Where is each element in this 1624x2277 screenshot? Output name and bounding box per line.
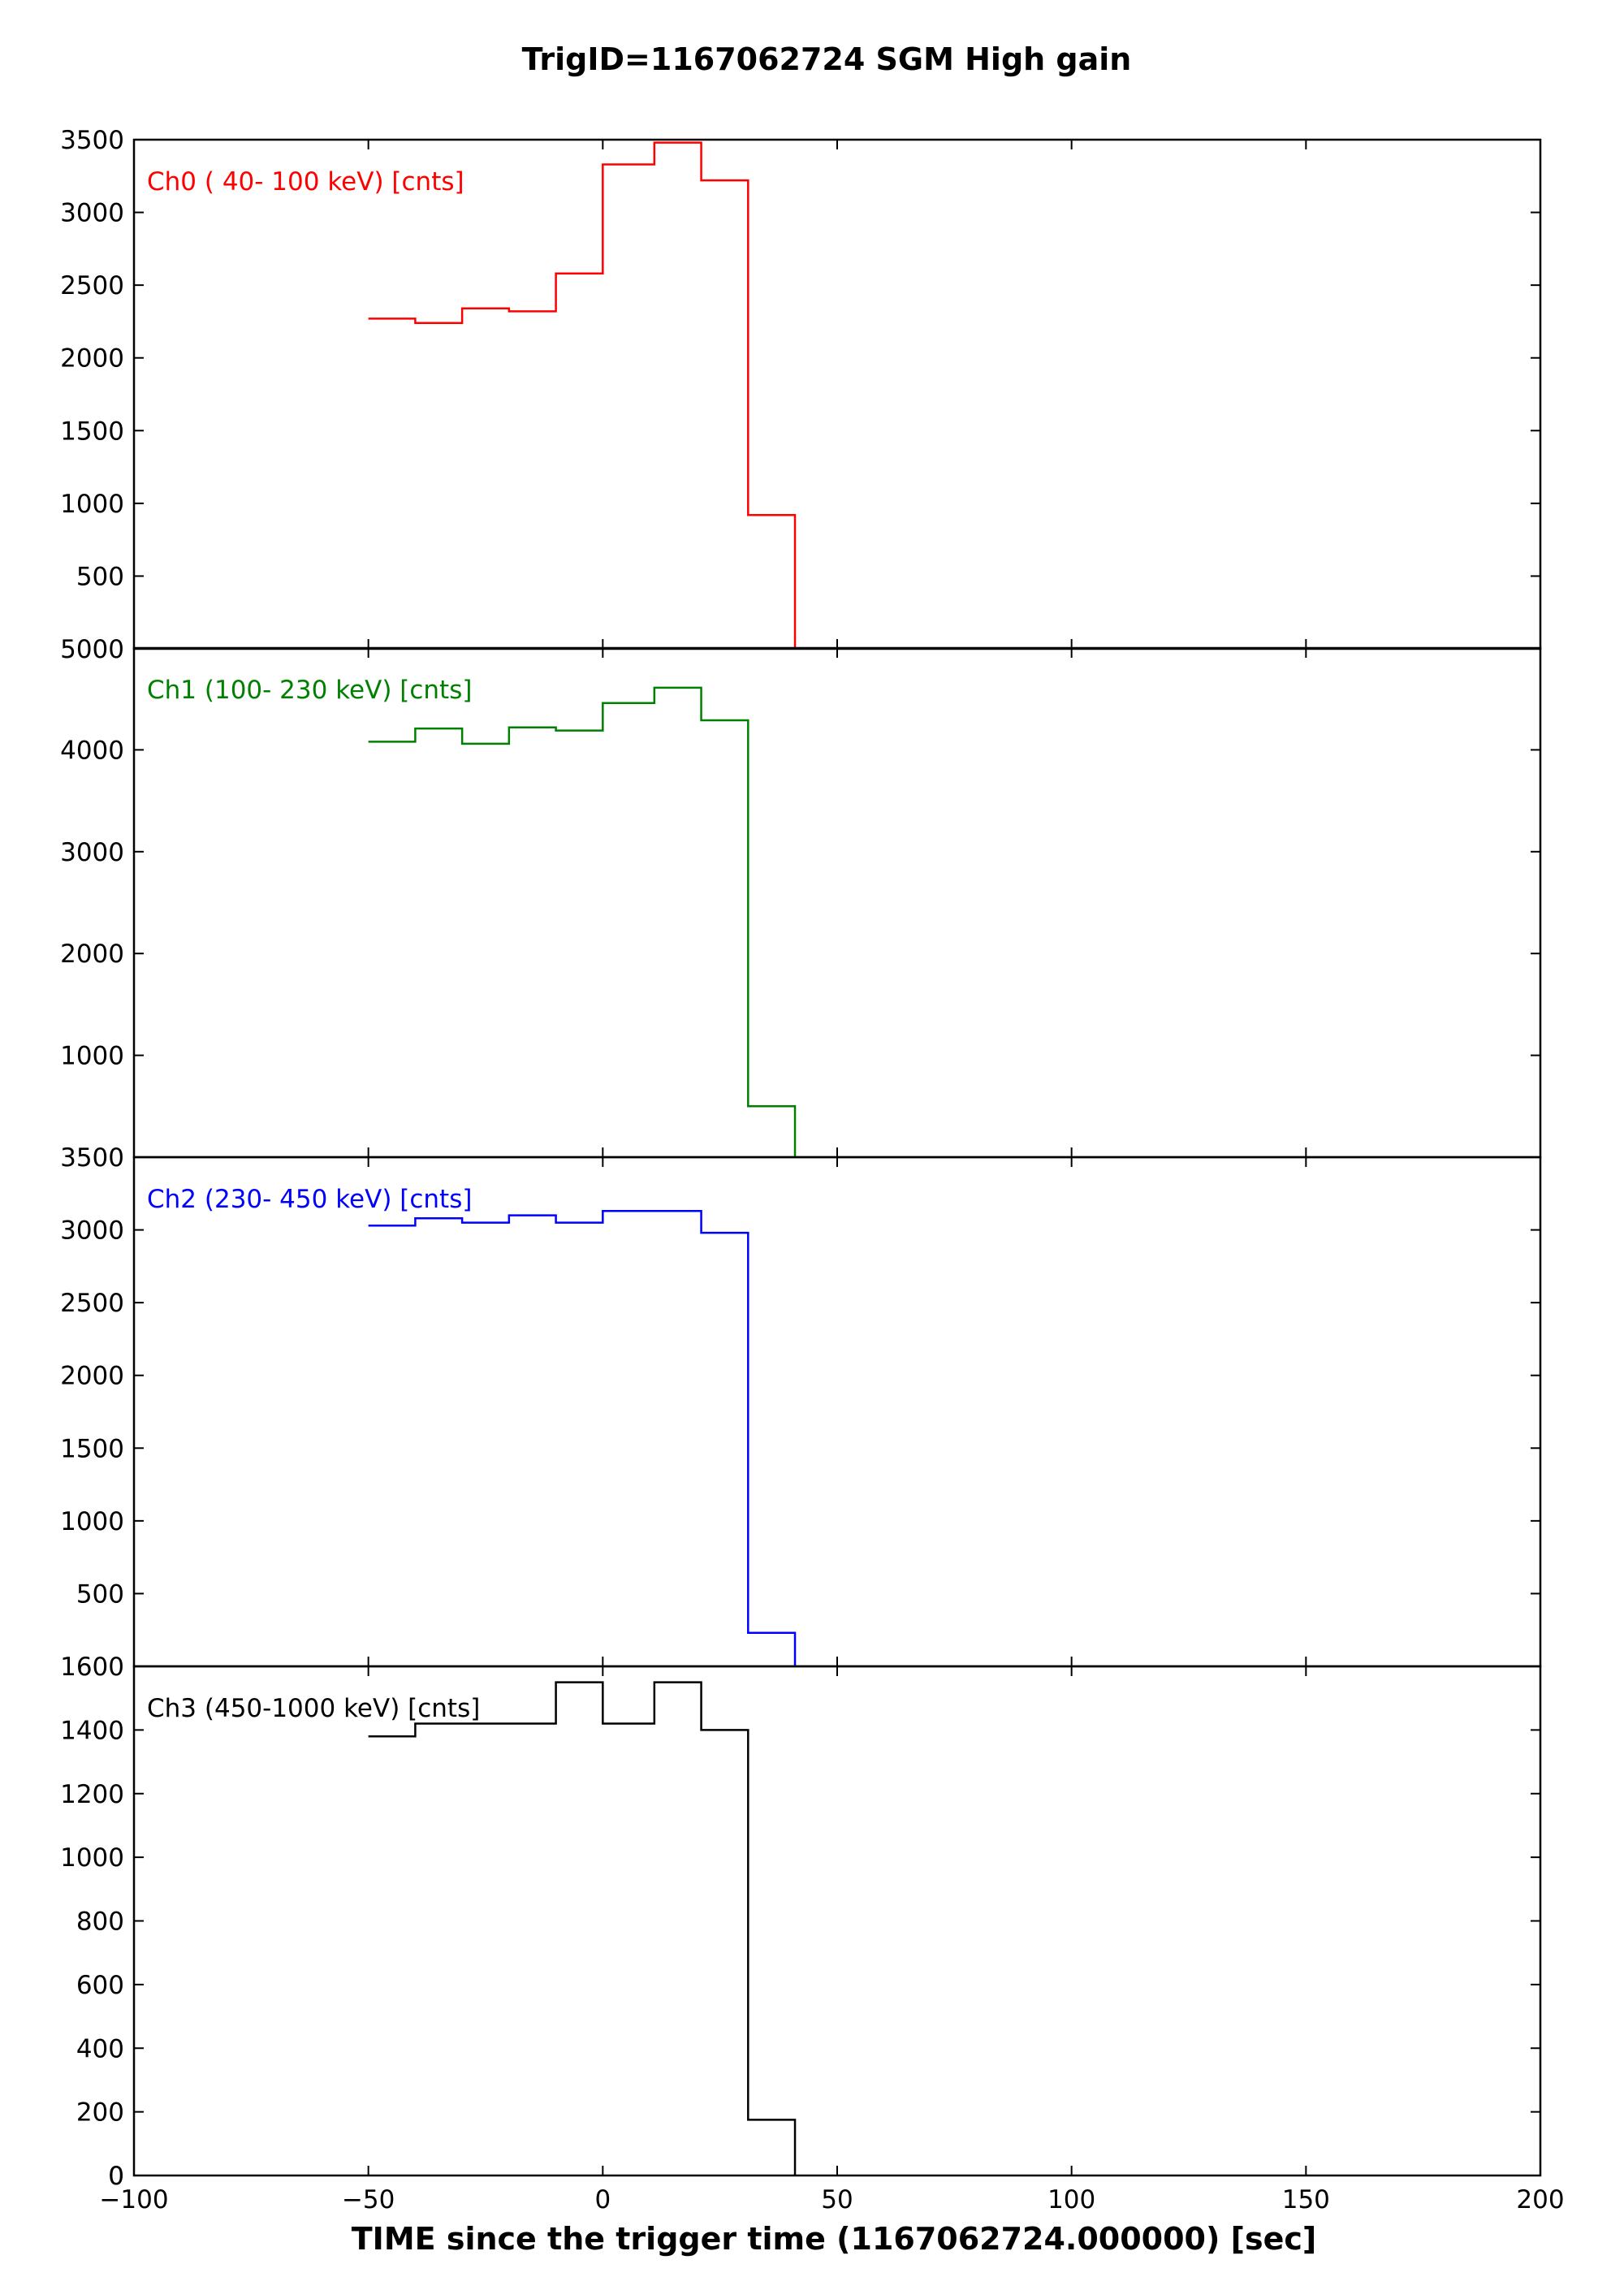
y-tick-label: 1000 [60,1042,124,1071]
y-tick-label: 200 [76,2098,124,2128]
y-tick-label: 4000 [60,736,124,765]
y-tick-label: 800 [76,1908,124,1937]
y-tick-label: 2000 [60,344,124,374]
panel-frame-0 [132,138,1542,650]
y-tick-label: 1000 [60,1507,124,1536]
y-tick-label: 1500 [60,1434,124,1463]
y-tick-label: 1600 [60,1653,124,1682]
y-tick-label: 1000 [60,490,124,519]
x-tick-label: −100 [99,2185,168,2214]
x-tick-label: 0 [594,2185,611,2214]
y-tick-label: 600 [76,1971,124,2000]
series-line-3 [368,1681,797,2175]
y-tick-label: 1400 [60,1716,124,1745]
panel-frame-1 [132,646,1542,1159]
y-tick-label: 2000 [60,1362,124,1391]
channel-label-0: Ch0 ( 40- 100 keV) [cnts] [147,167,464,197]
y-tick-label: 3000 [60,838,124,867]
x-tick-label: −50 [342,2185,395,2214]
channel-label-1: Ch1 (100- 230 keV) [cnts] [147,676,472,705]
y-tick-label: 1200 [60,1780,124,1809]
series-line-0 [368,141,797,649]
x-tick-label: 50 [821,2185,853,2214]
x-tick-label: 200 [1516,2185,1564,2214]
y-tick-label: 1500 [60,417,124,446]
y-tick-label: 1000 [60,1843,124,1873]
series-line-1 [368,686,797,1157]
y-tick-label: 2500 [60,1289,124,1318]
channel-label-2: Ch2 (230- 450 keV) [cnts] [147,1185,472,1214]
y-tick-label: 2000 [60,940,124,969]
y-tick-label: 2500 [60,271,124,300]
y-tick-label: 0 [108,2162,124,2191]
y-tick-label: 3000 [60,199,124,228]
y-tick-label: 3000 [60,1216,124,1246]
channel-label-3: Ch3 (450-1000 keV) [cnts] [147,1694,480,1723]
y-tick-label: 3500 [60,1143,124,1173]
x-tick-label: 100 [1047,2185,1095,2214]
series-line-2 [368,1210,797,1666]
y-tick-label: 500 [76,562,124,591]
y-tick-label: 5000 [60,635,124,664]
y-tick-label: 3500 [60,126,124,155]
x-axis-label: TIME since the trigger time (1167062724.… [352,2221,1316,2257]
y-tick-label: 400 [76,2034,124,2063]
x-tick-label: 150 [1282,2185,1330,2214]
panel-frame-3 [132,1665,1542,2177]
y-tick-label: 500 [76,1579,124,1609]
chart-title: TrigID=1167062724 SGM High gain [522,41,1132,77]
y-tick-label: 0 [108,2162,124,2191]
panel-frame-2 [132,1156,1542,1668]
